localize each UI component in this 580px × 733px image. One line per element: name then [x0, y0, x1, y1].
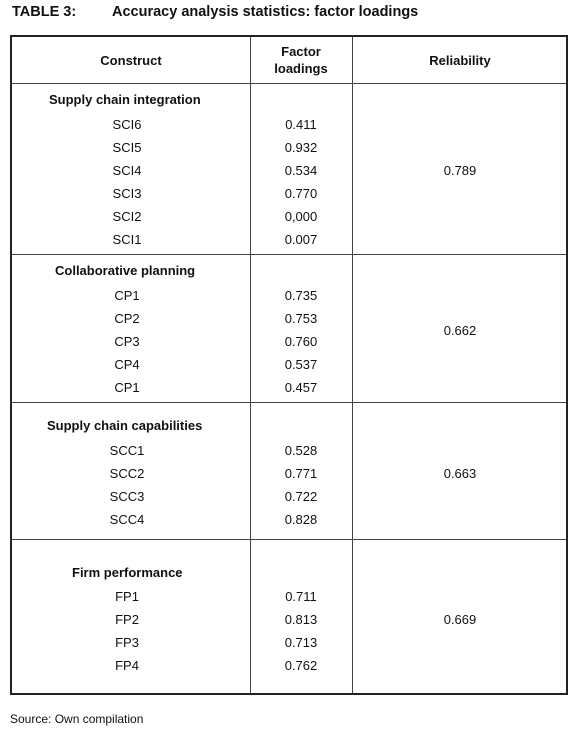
group-divider: [12, 402, 566, 403]
item-loading: 0.735: [284, 288, 318, 303]
reliability-value: 0.662: [443, 323, 477, 338]
item-name: CP1: [114, 380, 140, 395]
header-construct: Construct: [100, 53, 162, 68]
item-name: FP4: [115, 658, 139, 673]
item-name: FP1: [115, 589, 139, 604]
source-note: Source: Own compilation: [10, 712, 144, 726]
item-loading: 0.770: [284, 186, 318, 201]
group-divider: [12, 254, 566, 255]
item-loading: 0.828: [284, 512, 318, 527]
table-caption: TABLE 3: Accuracy analysis statistics: fa…: [12, 4, 418, 20]
group-title-collaborative-planning: Collaborative planning: [55, 263, 196, 278]
reliability-value: 0.669: [443, 612, 477, 627]
header-reliability: Reliability: [429, 53, 491, 68]
item-name: FP2: [115, 612, 139, 627]
item-loading: 0.813: [284, 612, 318, 627]
item-name: CP1: [114, 288, 140, 303]
group-divider: [12, 539, 566, 540]
item-loading: 0,000: [284, 209, 318, 224]
group-title-supply-chain-integration: Supply chain integration: [49, 92, 201, 107]
item-loading: 0.713: [284, 635, 318, 650]
column-divider: [250, 37, 251, 693]
item-name: SCI3: [112, 186, 142, 201]
item-name: CP3: [114, 334, 140, 349]
item-loading: 0.534: [284, 163, 318, 178]
item-loading: 0.932: [284, 140, 318, 155]
item-loading: 0.760: [284, 334, 318, 349]
item-loading: 0.528: [284, 443, 318, 458]
header-factor-loadings: Factor loadings: [250, 43, 352, 77]
item-loading: 0.537: [284, 357, 318, 372]
item-loading: 0.007: [284, 232, 318, 247]
item-name: SCI2: [112, 209, 142, 224]
header-factor-line2: loadings: [274, 61, 328, 76]
item-loading: 0.722: [284, 489, 318, 504]
item-loading: 0.457: [284, 380, 318, 395]
item-name: SCC1: [109, 443, 145, 458]
reliability-value: 0.663: [443, 466, 477, 481]
item-name: SCC2: [109, 466, 145, 481]
table-title: Accuracy analysis statistics: factor loa…: [112, 4, 419, 20]
item-loading: 0.711: [285, 589, 317, 604]
item-name: CP2: [114, 311, 140, 326]
item-name: SCC3: [109, 489, 145, 504]
group-title-supply-chain-capabilities: Supply chain capabilities: [47, 418, 203, 433]
item-name: CP4: [114, 357, 140, 372]
item-loading: 0.411: [285, 117, 317, 132]
table-number: TABLE 3:: [12, 4, 77, 20]
item-loading: 0.762: [284, 658, 318, 673]
group-title-firm-performance: Firm performance: [72, 565, 183, 580]
item-name: SCC4: [109, 512, 145, 527]
item-name: SCI4: [112, 163, 142, 178]
item-loading: 0.753: [284, 311, 318, 326]
item-name: SCI1: [112, 232, 142, 247]
item-name: FP3: [115, 635, 139, 650]
header-divider: [12, 83, 566, 84]
factor-loadings-table: Construct Factor loadings Reliability Su…: [10, 35, 568, 695]
item-name: SCI6: [112, 117, 142, 132]
item-loading: 0.771: [284, 466, 318, 481]
item-name: SCI5: [112, 140, 142, 155]
column-divider: [352, 37, 353, 693]
header-factor-line1: Factor: [281, 44, 321, 59]
reliability-value: 0.789: [443, 163, 477, 178]
